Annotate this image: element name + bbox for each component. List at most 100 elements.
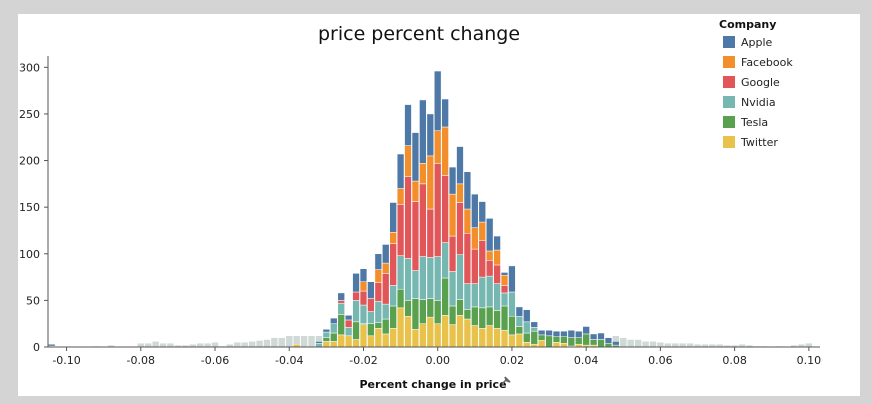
bar-facebook (471, 227, 479, 250)
bar-tesla (575, 337, 583, 345)
bar-tesla (545, 335, 553, 348)
legend-label-tesla[interactable]: Tesla (740, 116, 768, 129)
bar-twitter (515, 333, 524, 348)
bar-faint (196, 343, 204, 348)
bar-apple (404, 104, 412, 146)
bar-faint (211, 342, 219, 348)
bar-tesla (560, 336, 568, 344)
bar-tesla (530, 330, 538, 345)
x-tick-label: 0.02 (500, 354, 525, 367)
bar-nvidia (493, 283, 501, 311)
bar-facebook (456, 183, 464, 203)
bar-facebook (500, 274, 509, 286)
bar-facebook (411, 180, 420, 202)
legend-swatch-apple (723, 36, 735, 48)
bar-apple (508, 265, 516, 293)
x-tick-label: -0.02 (349, 354, 377, 367)
x-tick-label: -0.06 (201, 354, 229, 367)
x-tick-label: 0.10 (797, 354, 822, 367)
bar-tesla (448, 305, 457, 325)
bar-nvidia (337, 302, 345, 315)
bar-twitter (456, 315, 464, 348)
bar-twitter (493, 328, 501, 348)
bar-google (352, 291, 360, 301)
y-tick-label: 50 (26, 294, 40, 307)
bar-apple (486, 218, 494, 252)
x-tick-label: -0.10 (52, 354, 80, 367)
bar-nvidia (330, 323, 338, 334)
bar-apple (552, 330, 561, 337)
bar-nvidia (523, 321, 531, 334)
legend-swatch-facebook (723, 56, 735, 68)
bar-twitter (500, 329, 509, 348)
bar-nvidia (419, 256, 427, 300)
bar-faint (137, 343, 145, 348)
bar-nvidia (434, 256, 442, 301)
bar-faint (671, 343, 679, 348)
bar-apple (434, 70, 442, 131)
legend-label-twitter[interactable]: Twitter (740, 136, 778, 149)
bar-faint (263, 339, 271, 348)
bar-apple (575, 330, 583, 338)
bar-apple (330, 317, 338, 324)
legend-label-facebook[interactable]: Facebook (741, 56, 793, 69)
pin-icon[interactable] (501, 376, 511, 385)
bar-tesla (567, 337, 575, 347)
legend-label-apple[interactable]: Apple (741, 36, 773, 49)
bar-twitter (337, 334, 345, 348)
bar-twitter (560, 343, 568, 348)
y-tick-label: 300 (19, 61, 40, 74)
bar-google (367, 298, 375, 312)
legend-label-google[interactable]: Google (741, 76, 780, 89)
bar-faint (619, 337, 627, 348)
bar-twitter (426, 316, 434, 348)
axes-layer: 0 50 100 150 200 250 300 -0.10 -0.08 -0.06 -0.04 -0… (19, 56, 821, 367)
y-tick-label: 200 (19, 155, 40, 168)
bar-nvidia (448, 271, 457, 307)
bar-tesla (515, 326, 524, 335)
bar-apple (537, 329, 546, 336)
bar-twitter (523, 342, 531, 348)
bar-nvidia (456, 254, 464, 300)
legend-swatch-nvidia (723, 96, 735, 108)
bar-google (493, 264, 501, 284)
bar-google (441, 175, 449, 243)
bar-faint (144, 343, 152, 348)
bar-faint (805, 343, 813, 348)
bar-apple (419, 99, 427, 164)
legend-label-nvidia[interactable]: Nvidia (741, 96, 776, 109)
bar-tesla (411, 298, 420, 330)
bar-facebook (463, 208, 472, 234)
bar-apple (456, 146, 464, 185)
bar-google (471, 248, 479, 284)
bar-tesla (374, 322, 382, 329)
bar-google (359, 290, 368, 306)
bar-apple (337, 292, 345, 301)
bar-apple (382, 244, 390, 264)
bar-faint (152, 341, 160, 348)
bar-nvidia (486, 275, 494, 308)
bar-tesla (456, 299, 464, 316)
bar-twitter (382, 333, 390, 348)
bars-layer (48, 70, 813, 348)
bar-faint (203, 343, 212, 348)
bar-apple (471, 193, 479, 228)
legend: Company Apple Facebook Google Nvidia Tesla Tw… (719, 18, 793, 149)
bar-apple (597, 332, 605, 340)
y-tick-label: 250 (19, 108, 40, 121)
bar-tesla (471, 306, 479, 326)
bar-apple (463, 171, 472, 210)
bar-nvidia (426, 257, 434, 299)
bar-apple (612, 341, 620, 346)
bar-nvidia (389, 285, 397, 307)
bar-nvidia (471, 283, 479, 308)
y-tick-label: 150 (19, 201, 40, 214)
bar-apple (389, 202, 397, 233)
bar-tesla (597, 339, 605, 348)
bar-facebook (359, 281, 368, 292)
bar-tesla (404, 300, 412, 317)
bar-twitter (389, 328, 397, 348)
bar-faint (307, 335, 316, 348)
bar-faint (641, 341, 650, 348)
bar-twitter (322, 341, 331, 348)
